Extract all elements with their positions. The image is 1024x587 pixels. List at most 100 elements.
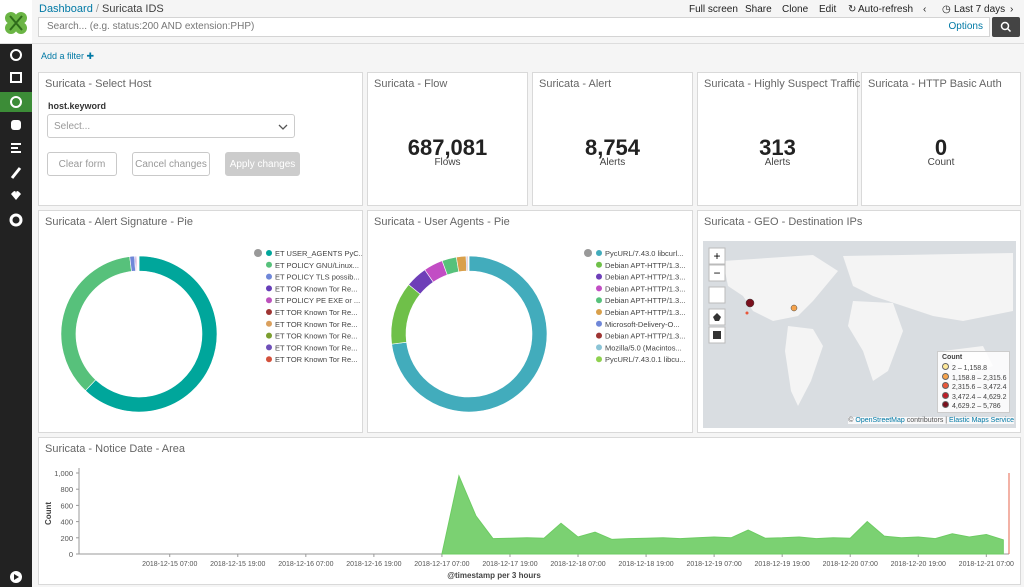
host-select[interactable]: Select... bbox=[47, 114, 295, 138]
legend-label[interactable]: ET TOR Known Tor Re... bbox=[275, 332, 357, 341]
x-tick-label: 2018-12-17 07:00 bbox=[414, 561, 469, 568]
legend-item: 2,315.6 – 3,472.4 bbox=[942, 382, 1007, 391]
attribution-link[interactable]: OpenStreetMap bbox=[855, 417, 905, 424]
attribution-text: contributors | bbox=[904, 417, 950, 424]
legend-item: 4,629.2 – 5,786 bbox=[942, 401, 1001, 410]
y-tick-label: 600 bbox=[60, 501, 73, 510]
legend-swatch bbox=[596, 309, 602, 315]
legend-label: 4,629.2 – 5,786 bbox=[952, 403, 1001, 410]
legend-label[interactable]: Debian APT-HTTP/1.3... bbox=[605, 261, 685, 270]
legend-swatch bbox=[266, 273, 272, 280]
refresh-icon: ↻ bbox=[848, 4, 857, 15]
legend-label: 2,315.6 – 3,472.4 bbox=[952, 384, 1007, 391]
legend-label[interactable]: Microsoft-Delivery-O... bbox=[605, 320, 680, 329]
legend-label[interactable]: Debian APT-HTTP/1.3... bbox=[605, 308, 685, 317]
y-tick-label: 200 bbox=[60, 534, 73, 543]
breadcrumb-current: Suricata IDS bbox=[102, 3, 164, 15]
metric-value: 313 bbox=[759, 135, 796, 160]
search-bar[interactable]: Search... (e.g. status:200 AND extension… bbox=[38, 17, 990, 37]
legend-swatch bbox=[266, 356, 272, 363]
apply-changes-button[interactable]: Apply changes bbox=[225, 152, 300, 176]
legend-swatch bbox=[596, 332, 602, 339]
legend-toggle[interactable] bbox=[254, 249, 262, 257]
x-tick-label: 2018-12-18 07:00 bbox=[550, 561, 605, 568]
cancel-changes-button[interactable]: Cancel changes bbox=[132, 152, 210, 176]
panel-title: Suricata - Highly Suspect Traffic bbox=[704, 78, 861, 90]
metric-value: 8,754 bbox=[584, 135, 641, 160]
svg-text:−: − bbox=[713, 266, 720, 280]
metric-panel: Suricata - Flow 687,081 Flows bbox=[367, 72, 528, 206]
legend-swatch bbox=[942, 372, 949, 380]
auto-refresh[interactable]: Auto-refresh bbox=[858, 4, 914, 15]
legend-label[interactable]: Debian APT-HTTP/1.3... bbox=[605, 332, 685, 341]
action-link[interactable]: Full screen bbox=[689, 4, 738, 15]
area-panel: Suricata - Notice Date - Area 0 200 400 600… bbox=[38, 437, 1021, 585]
add-filter-text[interactable]: Add a filter bbox=[41, 51, 85, 61]
pie-slice bbox=[391, 255, 548, 413]
legend-toggle[interactable] bbox=[584, 249, 592, 257]
metric-label: Flows bbox=[434, 157, 461, 168]
legend-swatch bbox=[942, 363, 949, 370]
attribution-link[interactable]: Elastic Maps Service bbox=[949, 417, 1014, 424]
action-link[interactable]: Clone bbox=[782, 4, 809, 15]
nav-icons[interactable] bbox=[0, 44, 32, 587]
metric-panel: Suricata - Highly Suspect Traffic 313 Aler… bbox=[697, 72, 861, 206]
pie-slice bbox=[390, 284, 421, 345]
legend-label: 1,158.8 – 2,315.6 bbox=[952, 374, 1007, 382]
legend-swatch bbox=[596, 344, 602, 351]
action-link[interactable]: Edit bbox=[819, 4, 837, 15]
legend-label[interactable]: ET POLICY PE EXE or ... bbox=[275, 296, 360, 305]
metric-panel: Suricata - HTTP Basic Auth 0 Count bbox=[861, 72, 1021, 206]
legend-label[interactable]: Debian APT-HTTP/1.3... bbox=[605, 273, 685, 282]
metric-value: 0 bbox=[934, 135, 948, 160]
time-nav: › bbox=[1010, 4, 1014, 15]
legend-swatch bbox=[942, 401, 949, 408]
panel-title: Suricata - HTTP Basic Auth bbox=[868, 78, 1002, 90]
legend-label[interactable]: Debian APT-HTTP/1.3... bbox=[605, 296, 685, 305]
add-filter[interactable]: Add a filter ✚ bbox=[41, 51, 95, 61]
legend-label: 3,472.4 – 4,629.2 bbox=[952, 393, 1007, 401]
legend-label[interactable]: ET TOR Known Tor Re... bbox=[275, 320, 357, 329]
legend-label[interactable]: PycURL/7.43.0 libcurl... bbox=[605, 249, 683, 258]
logo bbox=[5, 12, 27, 34]
alert-pie-panel: Suricata - Alert Signature - Pie ET USER… bbox=[38, 210, 363, 433]
legend-swatch bbox=[266, 297, 272, 304]
legend-label[interactable]: PycURL/7.43.0.1 libcu... bbox=[605, 355, 685, 364]
attribution-text: © bbox=[848, 417, 856, 424]
legend-label[interactable]: ET POLICY GNU/Linux... bbox=[275, 261, 359, 270]
panel-title: Suricata - Flow bbox=[374, 78, 448, 90]
legend-label[interactable]: ET POLICY TLS possib... bbox=[275, 273, 360, 282]
legend-label[interactable]: Debian APT-HTTP/1.3... bbox=[605, 284, 685, 293]
select-host-panel: Suricata - Select Host host.keyword Sele… bbox=[38, 72, 363, 206]
svg-text:+: + bbox=[713, 249, 720, 263]
x-tick-label: 2018-12-18 19:00 bbox=[618, 561, 673, 568]
logo-box bbox=[0, 0, 32, 44]
action-link[interactable]: Share bbox=[745, 4, 772, 15]
search-button[interactable] bbox=[992, 17, 1020, 37]
time-range[interactable]: Last 7 days bbox=[954, 4, 1006, 15]
legend-swatch bbox=[596, 320, 602, 327]
legend-swatch bbox=[942, 391, 949, 399]
legend-label[interactable]: ET TOR Known Tor Re... bbox=[275, 284, 357, 293]
legend-swatch bbox=[266, 285, 272, 292]
pie-chart: ET USER_AGENTS PyC... ET POLICY GNU/Linux… bbox=[60, 249, 362, 413]
legend-label[interactable]: ET TOR Known Tor Re... bbox=[275, 308, 357, 317]
clear-form-button[interactable]: Clear form bbox=[47, 152, 117, 176]
x-tick-label: 2018-12-16 19:00 bbox=[346, 561, 401, 568]
legend-label[interactable]: ET TOR Known Tor Re... bbox=[275, 355, 357, 364]
y-tick-label: 800 bbox=[60, 485, 73, 494]
options-link[interactable]: Options bbox=[948, 21, 983, 32]
metric-label: Alerts bbox=[599, 157, 626, 168]
breadcrumb-link[interactable]: Dashboard bbox=[39, 3, 93, 15]
legend-label[interactable]: ET TOR Known Tor Re... bbox=[275, 343, 357, 352]
pie-slice bbox=[60, 256, 132, 392]
metric-panel: Suricata - Alert 8,754 Alerts bbox=[532, 72, 693, 206]
divider bbox=[0, 43, 1024, 44]
legend-swatch bbox=[266, 344, 272, 351]
area-chart: 0 200 400 600 800 1,000 2018-12-15 07:00 2018-1… bbox=[44, 468, 1014, 580]
panel-title: Suricata - Select Host bbox=[45, 78, 152, 90]
legend-label[interactable]: ET USER_AGENTS PyC... bbox=[275, 249, 362, 258]
select-placeholder: Select... bbox=[54, 121, 91, 132]
legend-label[interactable]: Mozilla/5.0 (Macintos... bbox=[605, 343, 682, 352]
